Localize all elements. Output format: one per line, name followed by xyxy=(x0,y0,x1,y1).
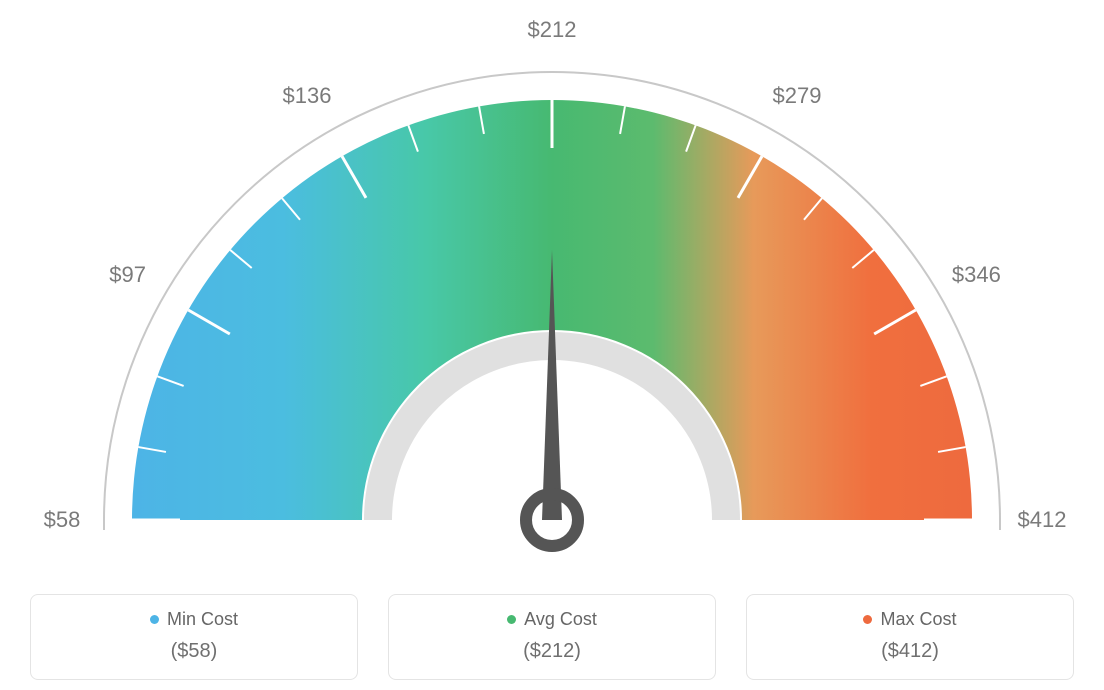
gauge-chart: $58 $97 $136 $212 $279 $346 $412 xyxy=(0,0,1104,570)
legend-title-avg: Avg Cost xyxy=(507,609,597,630)
legend-card-avg: Avg Cost ($212) xyxy=(388,594,716,680)
legend-row: Min Cost ($58) Avg Cost ($212) Max Cost … xyxy=(0,594,1104,680)
legend-label: Avg Cost xyxy=(524,609,597,630)
dot-icon xyxy=(863,615,872,624)
gauge-svg xyxy=(0,0,1104,570)
legend-title-min: Min Cost xyxy=(150,609,238,630)
legend-value: ($212) xyxy=(399,640,705,663)
legend-label: Min Cost xyxy=(167,609,238,630)
gauge-tick-label: $58 xyxy=(44,507,81,533)
dot-icon xyxy=(507,615,516,624)
legend-title-max: Max Cost xyxy=(863,609,956,630)
legend-value: ($412) xyxy=(757,640,1063,663)
gauge-tick-label: $346 xyxy=(952,262,1001,288)
gauge-tick-label: $212 xyxy=(528,17,577,43)
gauge-tick-label: $279 xyxy=(773,83,822,109)
legend-card-min: Min Cost ($58) xyxy=(30,594,358,680)
dot-icon xyxy=(150,615,159,624)
legend-value: ($58) xyxy=(41,640,347,663)
gauge-tick-label: $412 xyxy=(1018,507,1067,533)
cost-gauge-container: $58 $97 $136 $212 $279 $346 $412 Min Cost ($58… xyxy=(0,0,1104,690)
gauge-tick-label: $97 xyxy=(109,262,146,288)
legend-card-max: Max Cost ($412) xyxy=(746,594,1074,680)
legend-label: Max Cost xyxy=(880,609,956,630)
gauge-tick-label: $136 xyxy=(283,83,332,109)
